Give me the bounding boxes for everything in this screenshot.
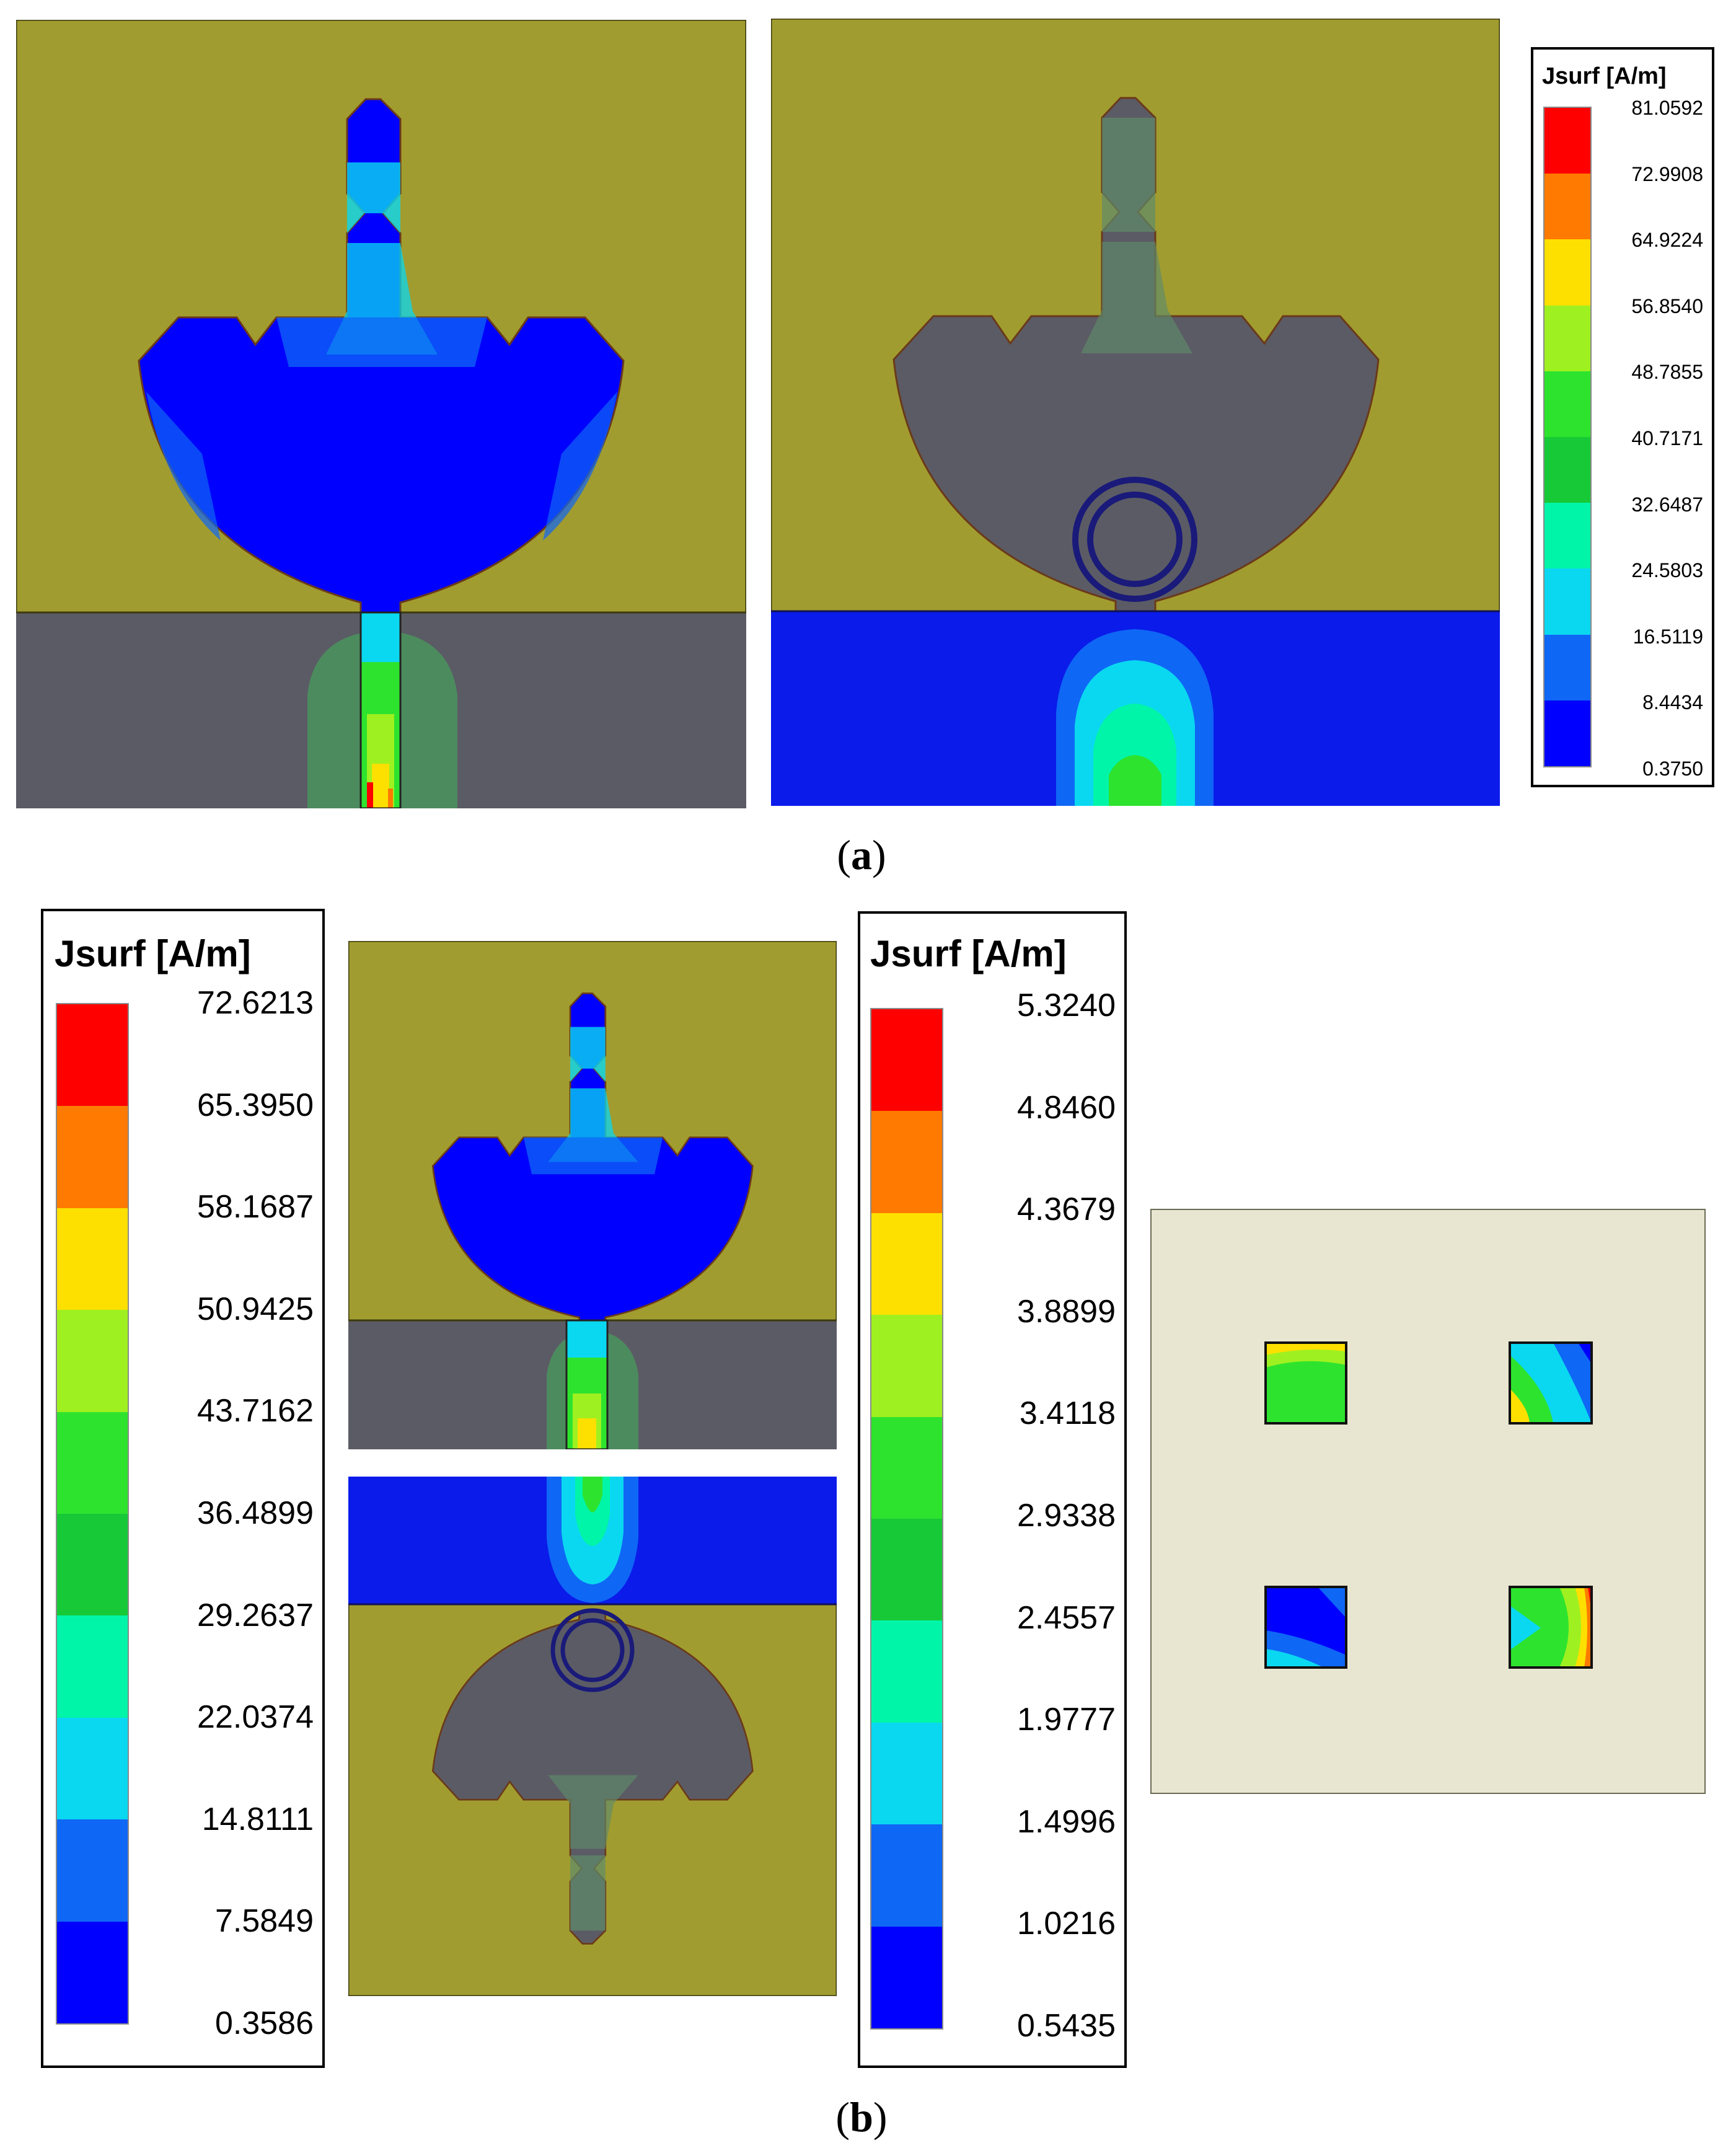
- legend-color-bar: [870, 1008, 943, 2030]
- legend-color-bar: [1543, 107, 1592, 767]
- legend-value-label: 36.4899: [197, 1495, 314, 1531]
- figure-b-pad-current-panel: [1150, 1209, 1706, 1794]
- legend-value-label: 4.8460: [1016, 1089, 1116, 1126]
- legend-swatch: [1545, 174, 1590, 240]
- legend-value-label: 7.5849: [214, 1903, 314, 1940]
- legend-value-label: 8.4434: [1642, 691, 1703, 714]
- figure-b-left-colorbar-legend: Jsurf [A/m] 72.6213 65.3950 58.1687 50.9425…: [41, 909, 325, 2068]
- pad-top-right: [1509, 1341, 1593, 1425]
- figure-a-back-ground-panel: [771, 19, 1500, 806]
- legend-swatch: [1545, 568, 1590, 635]
- legend-swatch: [871, 1416, 942, 1519]
- pad-top-left: [1264, 1341, 1347, 1425]
- legend-swatch: [871, 1009, 942, 1111]
- legend-value-label: 48.7855: [1631, 361, 1703, 384]
- legend-swatch: [57, 1717, 128, 1820]
- legend-swatch: [57, 1208, 128, 1310]
- legend-value-label: 24.5803: [1631, 559, 1703, 582]
- figure-a-front-patch-panel: [16, 20, 746, 808]
- figure-b-right-colorbar-legend: Jsurf [A/m] 5.3240 4.8460 4.3679 3.8899 3.41…: [858, 911, 1127, 2068]
- legend-title: Jsurf [A/m]: [1542, 63, 1667, 89]
- legend-swatch: [871, 1315, 942, 1417]
- figure-a-caption: (a): [837, 831, 886, 880]
- legend-value-label: 29.2637: [197, 1597, 314, 1633]
- legend-swatch: [1545, 371, 1590, 437]
- figure-b-front-patch-panel: [348, 941, 837, 1449]
- legend-value-label: 1.9777: [1016, 1702, 1116, 1738]
- legend-swatch: [57, 1921, 128, 2023]
- legend-swatch: [57, 1819, 128, 1922]
- legend-value-label: 43.7162: [197, 1393, 314, 1429]
- figure-b-back-ground-panel: [348, 1477, 837, 1996]
- caption-close-paren: ): [873, 2093, 888, 2141]
- caption-label: a: [851, 831, 872, 878]
- legend-swatch: [1545, 437, 1590, 503]
- legend-value-label: 16.5119: [1633, 625, 1703, 648]
- caption-open-paren: (: [837, 831, 851, 878]
- legend-swatch: [871, 1111, 942, 1213]
- legend-value-label: 3.4118: [1019, 1395, 1116, 1432]
- legend-swatch: [1545, 700, 1590, 766]
- legend-value-label: 0.3750: [1642, 758, 1703, 780]
- legend-value-label: 2.4557: [1016, 1599, 1116, 1636]
- legend-value-label: 40.7171: [1631, 427, 1703, 449]
- legend-swatch: [1545, 305, 1590, 371]
- legend-value-label: 0.3586: [214, 2005, 314, 2041]
- legend-swatch: [1545, 239, 1590, 306]
- legend-swatch: [871, 1519, 942, 1621]
- pad-bottom-right: [1509, 1586, 1593, 1669]
- legend-value-label: 4.3679: [1016, 1191, 1116, 1228]
- legend-swatch: [1545, 108, 1590, 174]
- legend-value-label: 72.6213: [197, 985, 314, 1021]
- pad-bottom-left: [1264, 1586, 1347, 1669]
- legend-swatch: [1545, 634, 1590, 700]
- legend-swatch: [57, 1310, 128, 1412]
- legend-value-label: 50.9425: [197, 1291, 314, 1327]
- legend-color-bar: [56, 1003, 129, 2025]
- legend-value-label: 3.8899: [1016, 1293, 1116, 1330]
- legend-value-label: 64.9224: [1631, 229, 1703, 252]
- legend-value-label: 5.3240: [1016, 987, 1116, 1023]
- legend-value-label: 1.0216: [1016, 1906, 1116, 1942]
- legend-swatch: [1545, 503, 1590, 569]
- caption-label: b: [850, 2093, 873, 2141]
- caption-open-paren: (: [835, 2093, 850, 2141]
- legend-value-label: 1.4996: [1016, 1803, 1116, 1840]
- legend-swatch: [871, 1926, 942, 2028]
- legend-swatch: [871, 1620, 942, 1723]
- legend-value-label: 72.9908: [1631, 162, 1703, 185]
- legend-swatch: [871, 1213, 942, 1315]
- legend-value-label: 14.8111: [201, 1801, 314, 1837]
- legend-value-label: 32.6487: [1631, 493, 1703, 516]
- caption-close-paren: ): [872, 831, 886, 878]
- legend-swatch: [57, 1004, 128, 1107]
- legend-swatch: [871, 1824, 942, 1927]
- legend-value-label: 22.0374: [197, 1699, 314, 1736]
- legend-value-label: 58.1687: [197, 1189, 314, 1226]
- legend-value-label: 65.3950: [197, 1087, 314, 1123]
- figure-b-caption: (b): [835, 2093, 887, 2142]
- figure-a-colorbar-legend: Jsurf [A/m] 81.0592 72.9908 64.9224 56.8540…: [1531, 47, 1714, 787]
- legend-title: Jsurf [A/m]: [870, 933, 1067, 974]
- legend-value-label: 81.0592: [1631, 97, 1703, 119]
- legend-title: Jsurf [A/m]: [55, 933, 251, 974]
- legend-swatch: [57, 1412, 128, 1514]
- legend-swatch: [57, 1615, 128, 1718]
- legend-value-label: 56.8540: [1631, 294, 1703, 317]
- legend-swatch: [57, 1106, 128, 1208]
- legend-value-label: 0.5435: [1016, 2008, 1116, 2044]
- legend-swatch: [871, 1722, 942, 1825]
- legend-swatch: [57, 1514, 128, 1616]
- legend-value-label: 2.9338: [1016, 1498, 1116, 1534]
